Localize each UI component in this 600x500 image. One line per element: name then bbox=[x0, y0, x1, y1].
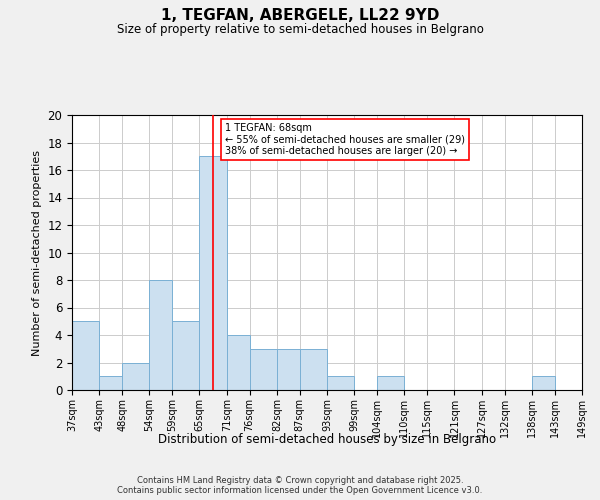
Bar bbox=[172, 322, 199, 390]
Bar bbox=[72, 322, 100, 390]
Bar bbox=[199, 156, 227, 390]
Bar bbox=[299, 349, 327, 390]
Bar bbox=[227, 335, 250, 390]
Bar bbox=[100, 376, 122, 390]
Bar bbox=[532, 376, 554, 390]
Text: 1 TEGFAN: 68sqm
← 55% of semi-detached houses are smaller (29)
38% of semi-detac: 1 TEGFAN: 68sqm ← 55% of semi-detached h… bbox=[225, 123, 465, 156]
Bar bbox=[377, 376, 404, 390]
Bar bbox=[277, 349, 299, 390]
Bar bbox=[327, 376, 355, 390]
Bar bbox=[582, 376, 600, 390]
Bar bbox=[122, 362, 149, 390]
Bar bbox=[250, 349, 277, 390]
Y-axis label: Number of semi-detached properties: Number of semi-detached properties bbox=[32, 150, 42, 356]
Text: Contains HM Land Registry data © Crown copyright and database right 2025.
Contai: Contains HM Land Registry data © Crown c… bbox=[118, 476, 482, 495]
Text: 1, TEGFAN, ABERGELE, LL22 9YD: 1, TEGFAN, ABERGELE, LL22 9YD bbox=[161, 8, 439, 22]
Text: Distribution of semi-detached houses by size in Belgrano: Distribution of semi-detached houses by … bbox=[158, 432, 496, 446]
Bar bbox=[149, 280, 172, 390]
Text: Size of property relative to semi-detached houses in Belgrano: Size of property relative to semi-detach… bbox=[116, 22, 484, 36]
